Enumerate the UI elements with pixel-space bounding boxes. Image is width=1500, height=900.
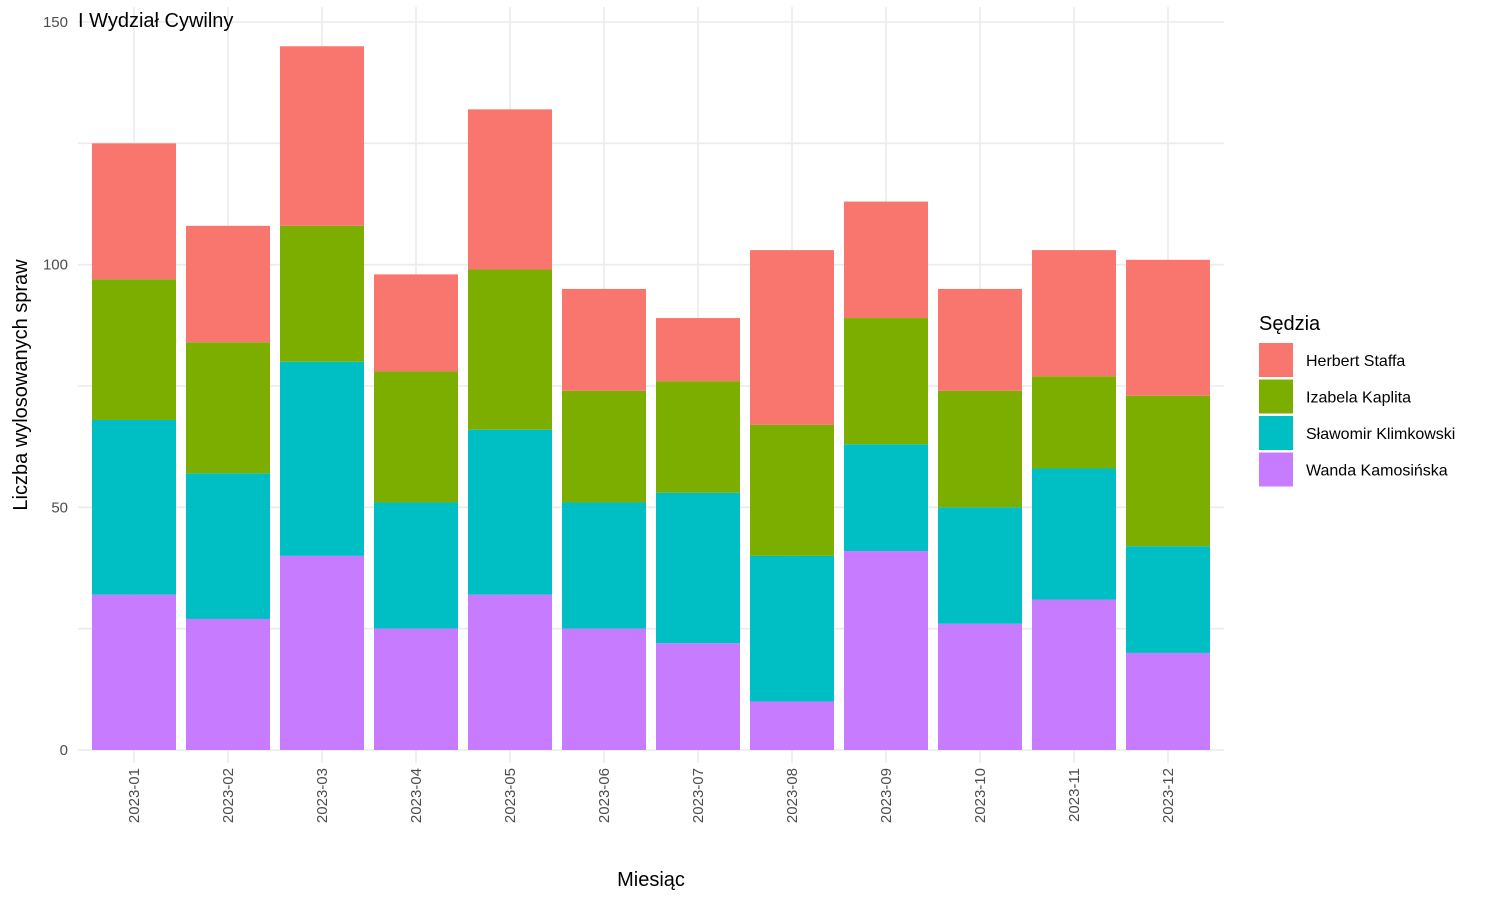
bar-segment	[1032, 376, 1116, 469]
legend-key	[1259, 452, 1293, 487]
bar-segment	[468, 109, 552, 270]
x-tick-label: 2023-10	[972, 768, 989, 823]
legend-key	[1259, 379, 1293, 414]
bar-segment	[92, 419, 176, 595]
x-tick-label: 2023-11	[1066, 768, 1083, 822]
bar-segment	[1126, 259, 1210, 396]
bar-segment	[468, 594, 552, 750]
x-tick-label: 2023-12	[1160, 768, 1177, 823]
x-axis-ticks: 2023-01 2023-02 2023-03 2023-04 2023-05 2023-…	[126, 768, 1177, 823]
bars	[92, 46, 1210, 750]
bar-segment	[844, 551, 928, 750]
legend-key	[1259, 343, 1293, 377]
bar-segment	[562, 628, 646, 750]
bar-segment	[374, 371, 458, 503]
bar-segment	[844, 318, 928, 445]
bar-segment	[280, 361, 364, 556]
bar-segment	[656, 643, 740, 750]
legend: Sędzia Herbert Staffa Izabela Kaplita Sław…	[1259, 313, 1455, 487]
bar-segment	[938, 390, 1022, 508]
x-tick-label: 2023-05	[502, 768, 519, 823]
x-axis-title: Miesiąc	[617, 869, 685, 891]
bar-segment	[656, 492, 740, 644]
x-tick-label: 2023-02	[220, 768, 237, 823]
y-tick-label: 0	[60, 742, 68, 759]
bar-segment	[656, 381, 740, 493]
bar-segment	[750, 250, 834, 425]
legend-title: Sędzia	[1259, 313, 1321, 335]
bar-segment	[92, 594, 176, 750]
y-tick-label: 100	[43, 257, 68, 274]
x-tick-label: 2023-04	[408, 768, 425, 823]
bar-segment	[374, 274, 458, 372]
bar-segment	[468, 269, 552, 430]
bar-segment	[656, 318, 740, 382]
chart-title: I Wydział Cywilny	[78, 10, 233, 32]
bar-segment	[844, 444, 928, 552]
bar-segment	[938, 507, 1022, 624]
bar-segment	[186, 618, 270, 750]
bar-segment	[1126, 652, 1210, 750]
legend-label: Herbert Staffa	[1306, 353, 1405, 370]
bar-segment	[938, 288, 1022, 391]
x-tick-label: 2023-08	[784, 768, 801, 823]
bar-segment	[750, 555, 834, 702]
legend-label: Izabela Kaplita	[1306, 390, 1411, 407]
bar-segment	[1126, 546, 1210, 653]
bar-segment	[562, 390, 646, 503]
bar-segment	[280, 46, 364, 226]
bar-segment	[1032, 468, 1116, 600]
x-tick-label: 2023-07	[690, 768, 707, 823]
y-tick-label: 50	[51, 499, 68, 516]
y-axis-title: Liczba wylosowanych spraw	[10, 259, 32, 511]
legend-label: Wanda Kamosińska	[1306, 463, 1448, 480]
bar-segment	[92, 279, 176, 420]
bar-segment	[186, 342, 270, 474]
y-tick-label: 150	[43, 14, 68, 31]
bar-segment	[1032, 250, 1116, 377]
bar-segment	[562, 502, 646, 629]
bar-segment	[750, 701, 834, 750]
bar-segment	[1126, 395, 1210, 547]
x-tick-label: 2023-03	[314, 768, 331, 823]
bar-segment	[468, 429, 552, 595]
legend-key	[1259, 416, 1293, 450]
bar-segment	[280, 555, 364, 750]
bar-segment	[374, 628, 458, 750]
bar-segment	[186, 473, 270, 619]
bar-segment	[1032, 599, 1116, 750]
x-tick-label: 2023-01	[126, 768, 143, 823]
y-axis-ticks: 0 50 100 150	[43, 14, 68, 759]
legend-label: Sławomir Klimkowski	[1306, 426, 1455, 443]
bar-segment	[562, 288, 646, 391]
bar-segment	[374, 502, 458, 629]
bar-segment	[750, 424, 834, 556]
x-tick-label: 2023-09	[878, 768, 895, 823]
bar-segment	[844, 201, 928, 319]
bar-segment	[186, 225, 270, 343]
bar-segment	[938, 623, 1022, 750]
x-tick-label: 2023-06	[596, 768, 613, 823]
bar-segment	[280, 225, 364, 362]
bar-segment	[92, 143, 176, 280]
